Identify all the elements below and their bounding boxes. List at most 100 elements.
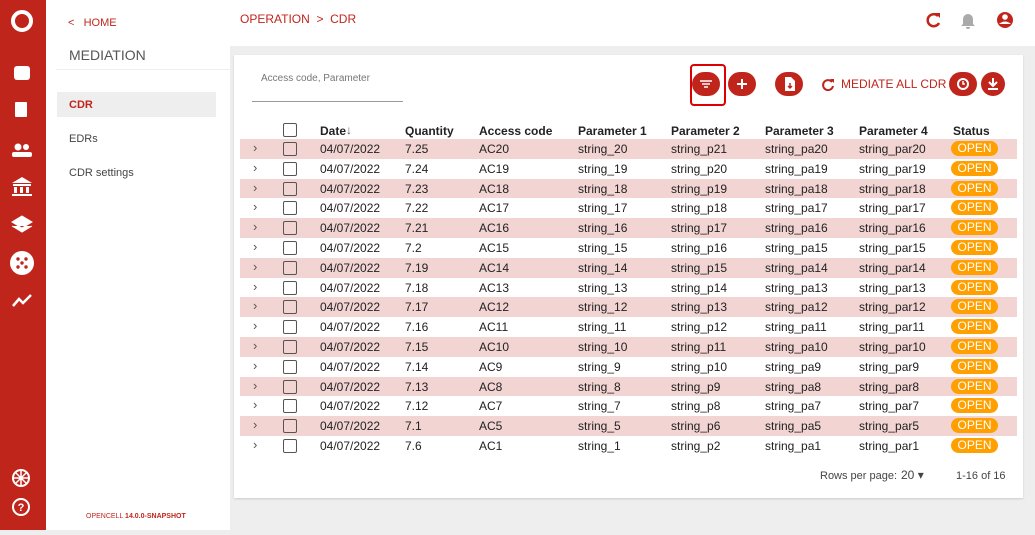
column-header: Access code xyxy=(479,124,553,138)
column-header: Parameter 2 xyxy=(671,124,740,138)
cell: string_14 xyxy=(578,260,628,275)
row-checkbox[interactable] xyxy=(283,300,297,315)
cell: string_par7 xyxy=(859,399,920,414)
row-checkbox[interactable] xyxy=(283,359,297,374)
cell: 04/07/2022 xyxy=(320,241,381,255)
expand-icon[interactable]: › xyxy=(253,258,258,274)
expand-icon[interactable]: › xyxy=(253,278,258,294)
sort-arrow: ↓ xyxy=(346,123,352,137)
cell: string_20 xyxy=(578,142,628,156)
cell: string_p14 xyxy=(671,280,728,295)
cell: string_12 xyxy=(578,300,628,315)
cell: string_pa13 xyxy=(765,280,828,295)
section-title: MEDIATION xyxy=(69,47,146,63)
cell: string_pa10 xyxy=(765,340,828,354)
cell: string_par13 xyxy=(859,280,926,295)
menu-item[interactable]: CDR settings xyxy=(69,167,134,179)
cell: 7.6 xyxy=(405,439,422,453)
expand-icon[interactable]: › xyxy=(253,199,258,215)
cell: string_5 xyxy=(578,419,621,434)
table-row: › 04/07/2022 7.14 AC9 string_9 string_p10 stri… xyxy=(240,356,1017,377)
expand-icon[interactable]: › xyxy=(253,179,258,195)
row-checkbox[interactable] xyxy=(283,221,297,236)
import-button[interactable] xyxy=(775,72,803,96)
expand-icon[interactable]: › xyxy=(253,417,258,433)
cell: string_pa12 xyxy=(765,300,828,315)
status-badge: OPEN xyxy=(951,141,998,156)
cell: string_p17 xyxy=(671,221,728,236)
cell: string_pa11 xyxy=(765,320,827,335)
row-checkbox[interactable] xyxy=(283,280,297,295)
cell: 04/07/2022 xyxy=(320,419,381,434)
home-text: HOME xyxy=(83,17,117,29)
row-checkbox[interactable] xyxy=(283,241,297,255)
cell: string_par16 xyxy=(859,221,926,236)
row-checkbox[interactable] xyxy=(283,142,297,156)
mediate-button[interactable]: MEDIATE ALL CDR xyxy=(841,77,947,91)
row-checkbox[interactable] xyxy=(283,201,297,216)
cell: string_11 xyxy=(578,320,627,335)
cell: string_par15 xyxy=(859,241,926,255)
home-link[interactable]: < HOME xyxy=(68,17,117,29)
table-row: › 04/07/2022 7.12 AC7 string_7 string_p8 strin… xyxy=(240,396,1017,417)
row-checkbox[interactable] xyxy=(283,379,297,394)
table-row: › 04/07/2022 7.24 AC19 string_19 string_p20 st… xyxy=(240,158,1017,179)
cell: AC20 xyxy=(479,142,510,156)
expand-icon[interactable]: › xyxy=(253,298,258,314)
header-checkbox[interactable] xyxy=(283,123,297,137)
rows-per-page-select[interactable]: 20 ▾ xyxy=(901,468,924,482)
expand-icon[interactable]: › xyxy=(253,239,258,254)
search-underline xyxy=(252,101,403,102)
cell: 04/07/2022 xyxy=(320,399,381,414)
menu-item[interactable]: EDRs xyxy=(69,133,98,145)
column-header: Quantity xyxy=(405,124,454,138)
cell: string_par10 xyxy=(859,340,926,354)
crumb[interactable]: OPERATION xyxy=(240,12,310,26)
expand-icon[interactable]: › xyxy=(253,219,258,235)
nav-rail: ? xyxy=(0,0,46,530)
expand-icon[interactable]: › xyxy=(253,397,258,413)
cell: 7.21 xyxy=(405,221,429,236)
expand-icon[interactable]: › xyxy=(253,377,258,393)
row-checkbox[interactable] xyxy=(283,320,297,335)
row-checkbox[interactable] xyxy=(283,181,297,196)
row-checkbox[interactable] xyxy=(283,260,297,275)
cell: string_pa19 xyxy=(765,161,828,176)
expand-icon[interactable]: › xyxy=(253,437,258,452)
highlight xyxy=(690,64,726,106)
table-row: › 04/07/2022 7.6 AC1 string_1 string_p2 string… xyxy=(240,436,1017,456)
expand-icon[interactable]: › xyxy=(253,338,258,353)
cell: 7.22 xyxy=(405,201,429,216)
search-placeholder[interactable]: Access code, Parameter xyxy=(261,73,370,84)
menu-item[interactable]: CDR xyxy=(69,99,93,111)
filter-button[interactable] xyxy=(692,72,720,96)
side-panel: < HOME MEDIATION CDR EDRs CDR settings O… xyxy=(46,0,230,530)
row-checkbox[interactable] xyxy=(283,161,297,176)
add-button[interactable] xyxy=(728,72,756,96)
status-badge: OPEN xyxy=(951,438,998,453)
divider xyxy=(56,69,230,70)
column-header: Parameter 3 xyxy=(765,124,834,138)
column-header: Status xyxy=(953,124,990,138)
cell: string_15 xyxy=(578,241,628,255)
row-checkbox[interactable] xyxy=(283,419,297,434)
cell: 7.2 xyxy=(405,241,422,255)
cell: string_8 xyxy=(578,379,621,394)
row-checkbox[interactable] xyxy=(283,399,297,414)
cell: string_pa20 xyxy=(765,142,828,156)
expand-icon[interactable]: › xyxy=(253,357,258,373)
download-button[interactable] xyxy=(981,72,1005,96)
cell: AC12 xyxy=(479,300,510,315)
expand-icon[interactable]: › xyxy=(253,140,258,155)
cell: string_7 xyxy=(578,399,621,414)
cell: 04/07/2022 xyxy=(320,161,381,176)
expand-icon[interactable]: › xyxy=(253,318,258,334)
row-checkbox[interactable] xyxy=(283,439,297,453)
cell: 7.16 xyxy=(405,320,429,335)
column-header[interactable]: Date xyxy=(320,124,347,138)
row-checkbox[interactable] xyxy=(283,340,297,354)
cell: 04/07/2022 xyxy=(320,340,381,354)
history-button[interactable] xyxy=(949,72,977,96)
expand-icon[interactable]: › xyxy=(253,159,258,175)
cell: string_pa17 xyxy=(765,201,828,216)
